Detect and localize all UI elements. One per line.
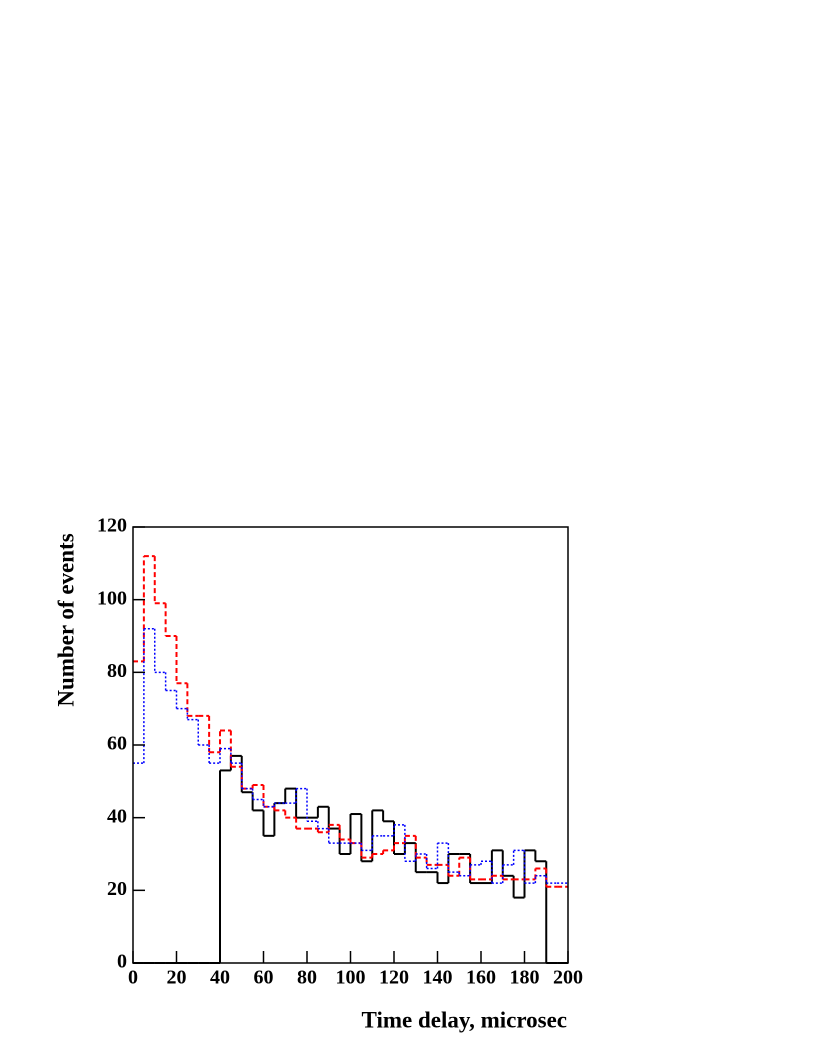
y-tick-label: 20 — [107, 878, 127, 900]
x-tick-label: 140 — [423, 967, 453, 989]
x-tick-label: 60 — [254, 967, 274, 989]
y-tick-label: 0 — [117, 951, 127, 973]
x-tick-label: 0 — [128, 967, 138, 989]
x-tick-label: 120 — [379, 967, 409, 989]
y-tick-label: 60 — [107, 733, 127, 755]
x-tick-label: 100 — [336, 967, 366, 989]
x-tick-label: 200 — [553, 967, 583, 989]
x-tick-label: 80 — [297, 967, 317, 989]
x-tick-label: 180 — [510, 967, 540, 989]
y-tick-label: 40 — [107, 805, 127, 827]
y-tick-label: 80 — [107, 660, 127, 682]
y-tick-label: 120 — [97, 515, 127, 537]
x-axis-title: Time delay, microsec — [362, 1007, 567, 1032]
x-tick-label: 20 — [167, 967, 187, 989]
x-tick-label: 160 — [466, 967, 496, 989]
y-tick-label: 100 — [97, 587, 127, 609]
y-axis-title: Number of events — [53, 533, 78, 706]
x-tick-label: 40 — [210, 967, 230, 989]
